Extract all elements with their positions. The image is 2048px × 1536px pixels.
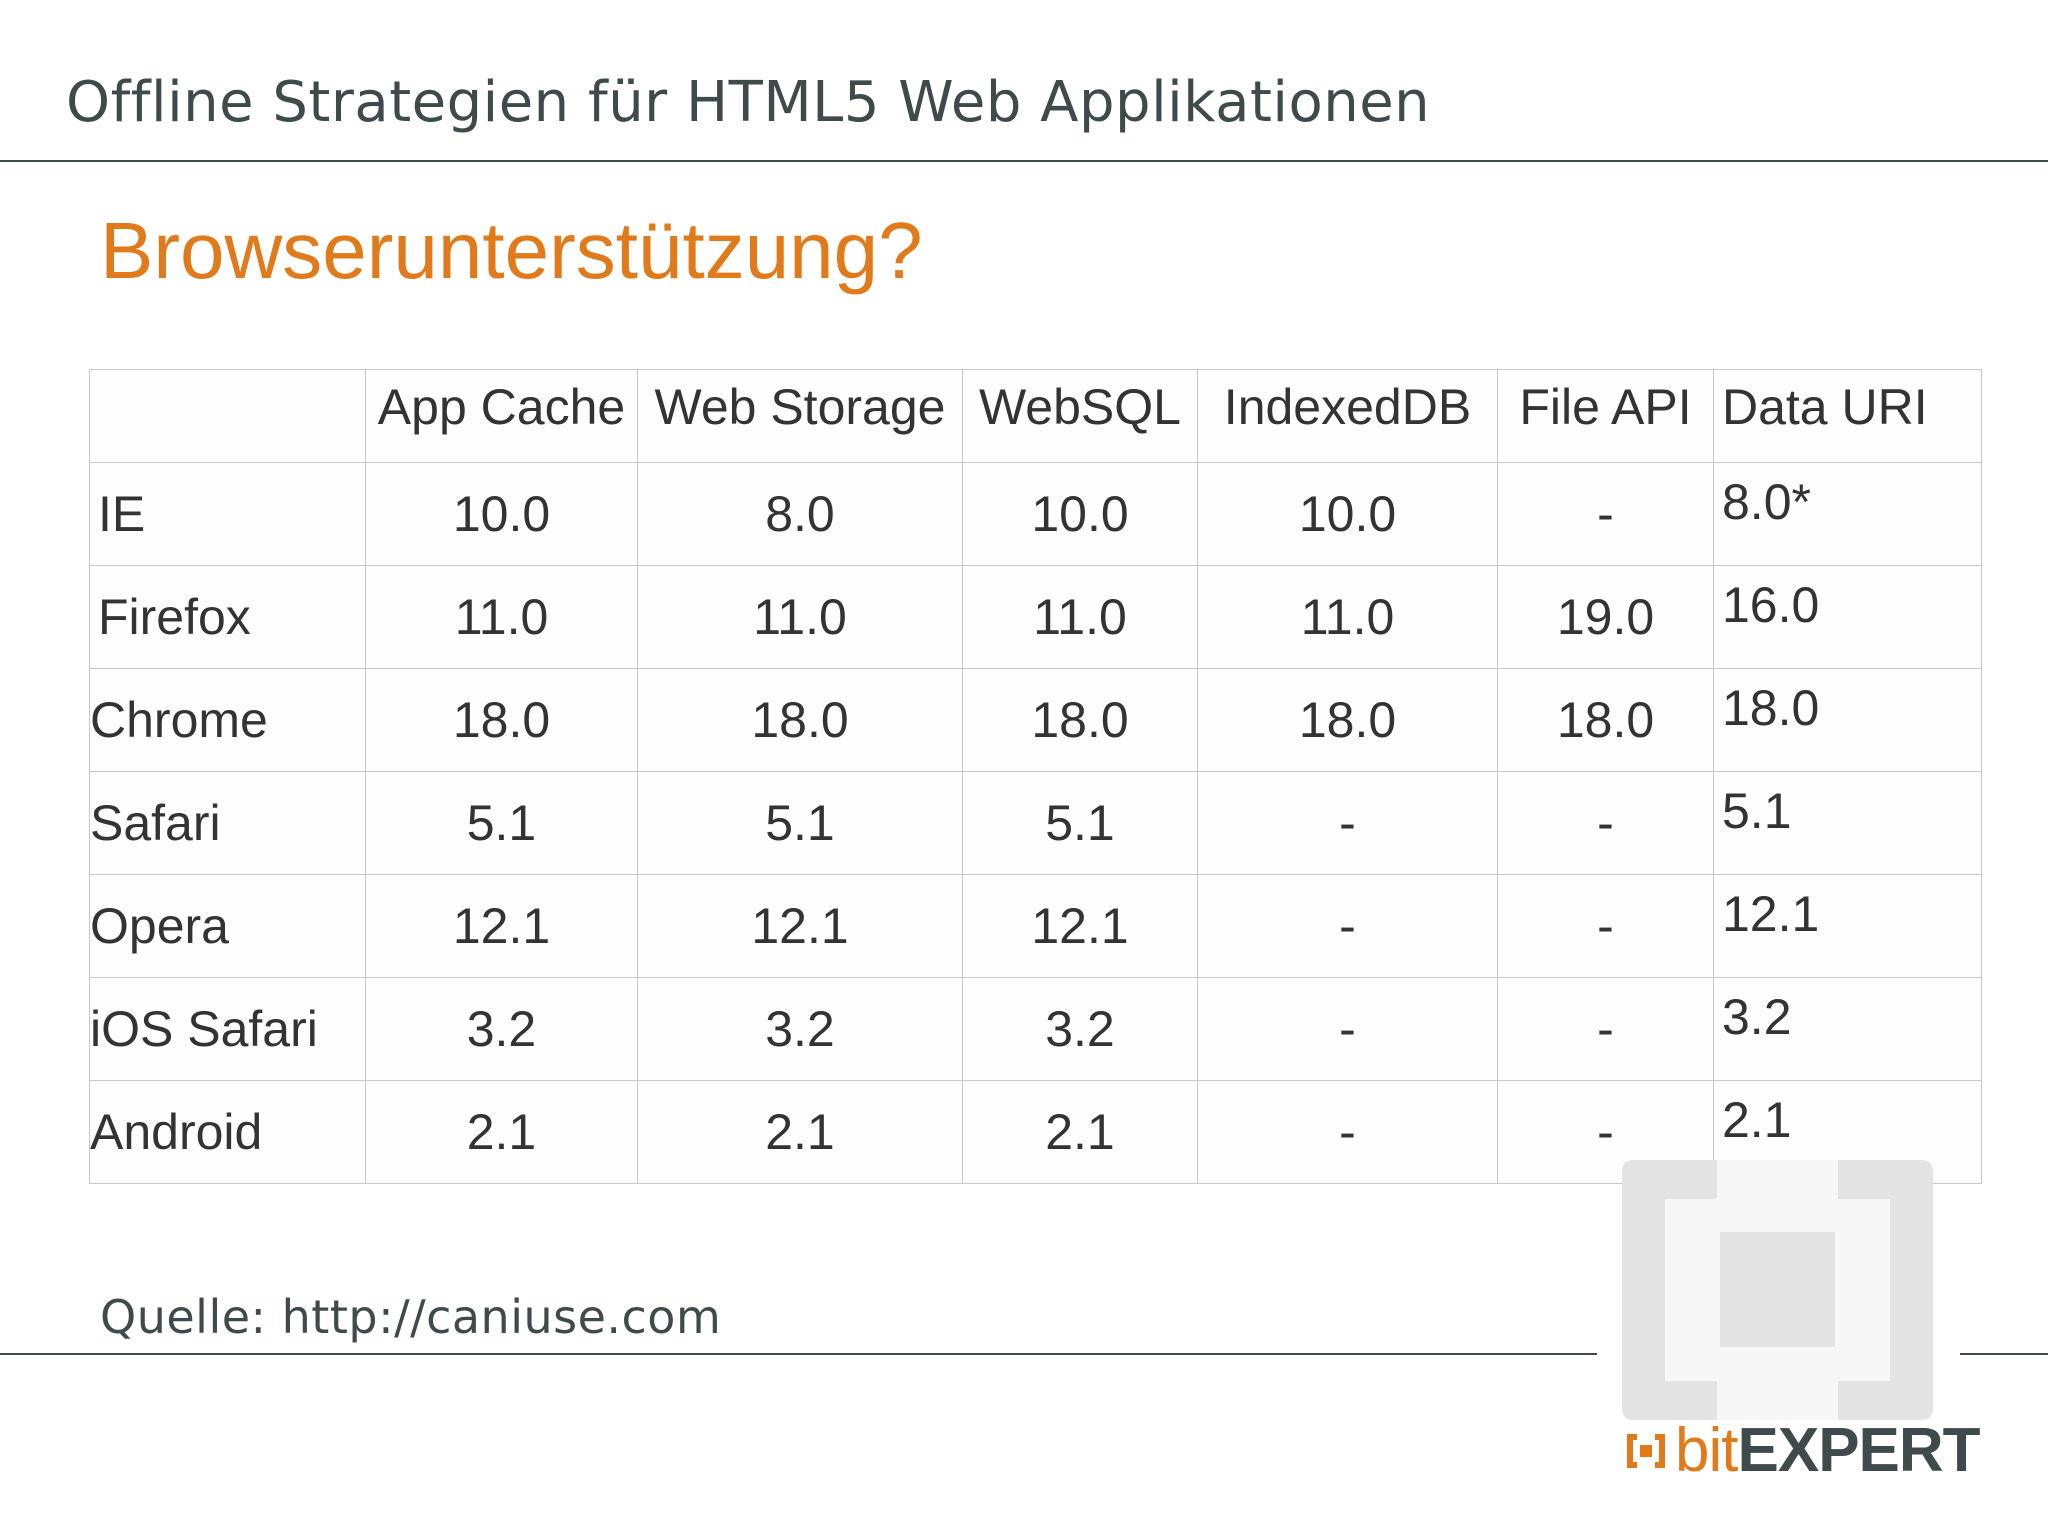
version-cell: 18.0 [1713,668,1982,772]
version-cell: 12.1 [962,874,1198,978]
column-header: WebSQL [962,369,1198,463]
footer-divider [0,1353,1597,1355]
version-cell: - [1497,977,1714,1081]
table-row: Opera 12.1 12.1 12.1 - - 12.1 [89,874,1982,978]
version-cell: 3.2 [1713,977,1982,1081]
version-cell: 12.1 [365,874,638,978]
browser-name: Android [89,1080,366,1184]
version-cell: 12.1 [637,874,963,978]
bitexpert-logo: bit EXPERT [1623,1416,1981,1485]
browser-name: Safari [89,771,366,875]
version-cell: 19.0 [1497,565,1714,669]
browser-support-table: App Cache Web Storage WebSQL IndexedDB F… [89,369,1982,1184]
version-cell: 12.1 [1713,874,1982,978]
table-row: Safari 5.1 5.1 5.1 - - 5.1 [89,771,1982,875]
version-cell: 11.0 [1197,565,1498,669]
browser-name: Firefox [89,565,366,669]
bracket-logo-watermark-icon [1622,1160,1933,1420]
version-cell: - [1197,874,1498,978]
table-row: IE 10.0 8.0 10.0 10.0 - 8.0* [89,462,1982,566]
column-header: IndexedDB [1197,369,1498,463]
header-divider [0,160,2048,162]
version-cell: 8.0* [1713,462,1982,566]
footer-divider-right [1960,1353,2048,1355]
version-cell: 18.0 [365,668,638,772]
version-cell: - [1197,771,1498,875]
version-cell: 18.0 [637,668,963,772]
slide-heading: Browserunterstützung? [100,206,923,295]
version-cell: - [1497,462,1714,566]
browser-name: IE [89,462,366,566]
version-cell: 18.0 [1197,668,1498,772]
column-header: Web Storage [637,369,963,463]
version-cell: 11.0 [637,565,963,669]
version-cell: 8.0 [637,462,963,566]
version-cell: 3.2 [365,977,638,1081]
version-cell: 3.2 [637,977,963,1081]
version-cell: - [1497,771,1714,875]
version-cell: - [1197,1080,1498,1184]
browser-name: Opera [89,874,366,978]
source-citation: Quelle: http://caniuse.com [100,1290,722,1344]
brand-name-bit: bit [1675,1416,1738,1485]
version-cell: - [1497,874,1714,978]
browser-name: Chrome [89,668,366,772]
version-cell: 2.1 [365,1080,638,1184]
version-cell: - [1197,977,1498,1081]
version-cell: 18.0 [962,668,1198,772]
table-row: iOS Safari 3.2 3.2 3.2 - - 3.2 [89,977,1982,1081]
brand-name-expert: EXPERT [1737,1416,1980,1485]
version-cell: 10.0 [962,462,1198,566]
version-cell: 2.1 [637,1080,963,1184]
column-header: Data URI [1713,369,1982,463]
version-cell: 10.0 [365,462,638,566]
version-cell: 5.1 [962,771,1198,875]
version-cell: 5.1 [637,771,963,875]
bracket-logo-icon [1627,1434,1665,1468]
presentation-title: Offline Strategien für HTML5 Web Applika… [66,70,1431,135]
version-cell: 2.1 [962,1080,1198,1184]
version-cell: 3.2 [962,977,1198,1081]
version-cell: 11.0 [962,565,1198,669]
version-cell: 18.0 [1497,668,1714,772]
browser-name: iOS Safari [89,977,366,1081]
version-cell: 11.0 [365,565,638,669]
version-cell: 5.1 [1713,771,1982,875]
version-cell: 10.0 [1197,462,1498,566]
column-header [89,369,366,463]
table-row: Firefox 11.0 11.0 11.0 11.0 19.0 16.0 [89,565,1982,669]
column-header: App Cache [365,369,638,463]
table-row: Chrome 18.0 18.0 18.0 18.0 18.0 18.0 [89,668,1982,772]
version-cell: 16.0 [1713,565,1982,669]
table-header-row: App Cache Web Storage WebSQL IndexedDB F… [89,369,1982,463]
version-cell: 5.1 [365,771,638,875]
column-header: File API [1497,369,1714,463]
